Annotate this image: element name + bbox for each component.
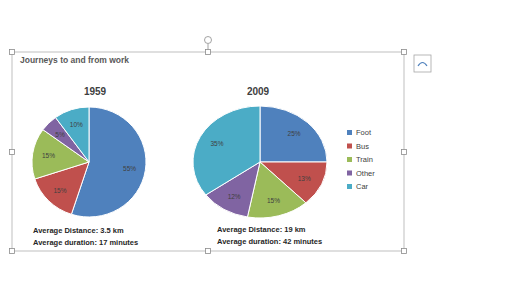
data-label: 15%	[267, 197, 280, 204]
legend-label: Foot	[356, 128, 372, 137]
legend-swatch	[347, 184, 352, 189]
pie-slice	[193, 106, 260, 195]
data-label: 10%	[70, 121, 83, 128]
rotate-stem	[208, 44, 209, 50]
legend-label: Other	[356, 169, 375, 178]
handle	[402, 249, 407, 254]
pie-chart: 1959 55% 15% 15% 5% 10% Average Distance: 3.5 …	[32, 86, 146, 247]
data-label: 15%	[42, 152, 55, 159]
handle	[206, 249, 211, 254]
pie-slice	[260, 106, 327, 162]
pie-title: 1959	[84, 86, 107, 97]
layout-icon	[414, 55, 431, 72]
handle	[206, 50, 211, 55]
data-label: 12%	[228, 193, 241, 200]
legend-label: Bus	[356, 142, 369, 151]
legend-swatch	[347, 171, 352, 176]
data-label: 13%	[298, 175, 311, 182]
data-label: 15%	[53, 187, 66, 194]
annotation: Average Distance: 3.5 km	[33, 226, 124, 235]
pie-slice	[56, 107, 90, 162]
handle	[10, 50, 15, 55]
rotate-handle	[205, 37, 212, 44]
data-label: 25%	[288, 130, 301, 137]
legend-label: Car	[356, 182, 369, 191]
legend: Foot Bus Train Other Car	[347, 128, 375, 191]
data-labels: 55% 15% 15% 5% 10%	[42, 121, 136, 194]
data-label: 5%	[55, 131, 65, 138]
data-label: 35%	[211, 140, 224, 147]
frame	[12, 52, 404, 251]
pie-chart: 2009 25% 13% 15% 12% 35% Average Distance: 19 …	[193, 86, 327, 246]
legend-swatch	[347, 144, 352, 149]
legend-label: Train	[356, 155, 373, 164]
data-labels: 25% 13% 15% 12% 35%	[211, 130, 311, 204]
handle	[10, 249, 15, 254]
annotation: Average duration: 42 minutes	[217, 237, 322, 246]
legend-swatch	[347, 157, 352, 162]
chart-canvas: Journeys to and from work 1959 55% 15% 15% 5%…	[0, 0, 512, 287]
handle	[402, 50, 407, 55]
pie-title: 2009	[247, 86, 270, 97]
chart-title: Journeys to and from work	[20, 55, 129, 65]
annotation: Average Distance: 19 km	[217, 225, 306, 234]
handle	[10, 150, 15, 155]
handle	[402, 150, 407, 155]
layout-icon-glyph	[418, 63, 427, 67]
data-label: 55%	[123, 165, 136, 172]
annotation: Average duration: 17 minutes	[33, 238, 138, 247]
legend-swatch	[347, 130, 352, 135]
